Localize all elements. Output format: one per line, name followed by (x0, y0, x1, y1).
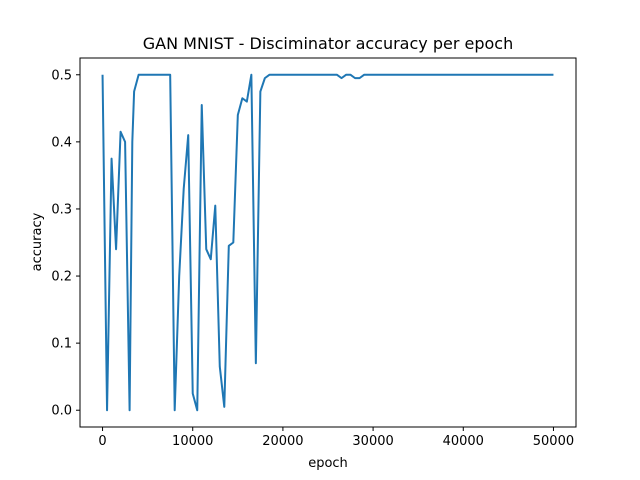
y-tick-label: 0.2 (51, 270, 72, 285)
y-tick-label: 0.5 (51, 68, 72, 83)
series-line (101, 73, 554, 412)
y-tick-label: 0.1 (51, 337, 72, 352)
axes-frame (79, 57, 577, 428)
x-tick-label: 10000 (172, 434, 213, 449)
chart-title: GAN MNIST - Disciminator accuracy per ep… (143, 34, 513, 53)
x-axis-label: epoch (308, 456, 348, 471)
x-tick-label: 50000 (533, 434, 574, 449)
y-tick-label: 0.4 (51, 135, 72, 150)
y-tick-label: 0.0 (51, 404, 72, 419)
y-axis-label: accuracy (30, 212, 45, 271)
x-tick-label: 40000 (443, 434, 484, 449)
x-axis: 0 10000 20000 30000 40000 50000 (98, 427, 574, 449)
plot-area (101, 73, 554, 412)
x-tick-label: 20000 (262, 434, 303, 449)
x-tick-label: 30000 (352, 434, 393, 449)
x-tick-label: 0 (98, 434, 106, 449)
y-tick-label: 0.3 (51, 202, 72, 217)
y-axis: 0.0 0.1 0.2 0.3 0.4 0.5 (51, 68, 80, 419)
